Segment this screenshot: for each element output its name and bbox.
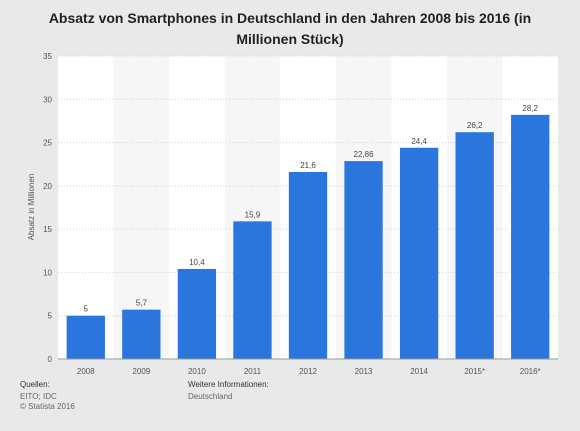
bars [66, 114, 550, 360]
y-tick-label: 30 [43, 95, 52, 104]
sources-block: Quellen: EITO; IDC © Statista 2016 [20, 380, 75, 412]
copyright-text: © Statista 2016 [20, 402, 75, 411]
footer: Quellen: EITO; IDC © Statista 2016 Weite… [0, 380, 580, 431]
info-block: Weitere Informationen: Deutschland [188, 380, 269, 402]
value-label: 5 [84, 305, 89, 314]
value-labels: 5 5,7 10,4 15,9 21,6 22,86 24,4 26,2 28,2 [84, 104, 539, 314]
x-tick-label: 2014 [410, 367, 428, 376]
info-text: Deutschland [188, 392, 233, 401]
x-tick-label: 2016* [520, 367, 541, 376]
y-tick-label: 5 [48, 312, 53, 321]
background-band [113, 56, 170, 359]
sources-text: EITO; IDC [20, 392, 57, 401]
chart-title: Absatz von Smartphones in Deutschland in… [48, 10, 532, 47]
x-tick-labels: 2008 2009 2010 2011 2012 2013 2014 2015* 2016* [77, 367, 541, 376]
sources-heading: Quellen: [20, 380, 50, 389]
value-label: 26,2 [467, 121, 483, 130]
bar-2008 [66, 315, 105, 359]
bar-2010 [177, 268, 217, 359]
value-label: 21,6 [300, 161, 316, 170]
x-tick-label: 2011 [244, 367, 262, 376]
value-label: 10,4 [189, 258, 205, 267]
x-tick-label: 2015* [464, 367, 485, 376]
y-tick-label: 0 [48, 355, 53, 364]
bar-2009 [122, 309, 161, 359]
y-tick-label: 25 [43, 139, 52, 148]
y-tick-label: 35 [43, 52, 52, 61]
value-label: 22,86 [354, 150, 375, 159]
bar-2016* [511, 114, 550, 360]
y-axis-label: Absatz in Millionen [27, 174, 36, 241]
bar-2014 [399, 147, 439, 359]
x-tick-label: 2008 [77, 367, 95, 376]
value-label: 15,9 [245, 210, 261, 219]
value-label: 5,7 [136, 299, 148, 308]
y-tick-label: 15 [43, 225, 52, 234]
bar-2015* [455, 132, 494, 359]
x-tick-label: 2010 [188, 367, 206, 376]
info-heading: Weitere Informationen: [188, 380, 269, 389]
y-tick-label: 10 [43, 268, 52, 277]
value-label: 24,4 [411, 137, 427, 146]
x-tick-label: 2012 [299, 367, 317, 376]
bar-2011 [233, 221, 272, 359]
bar-2012 [288, 172, 328, 359]
bar-2013 [344, 161, 383, 359]
x-tick-label: 2009 [132, 367, 150, 376]
y-tick-labels: 0 5 10 15 20 25 30 35 [43, 52, 52, 364]
y-tick-label: 20 [43, 182, 52, 191]
x-tick-label: 2013 [355, 367, 373, 376]
value-label: 28,2 [522, 104, 538, 113]
